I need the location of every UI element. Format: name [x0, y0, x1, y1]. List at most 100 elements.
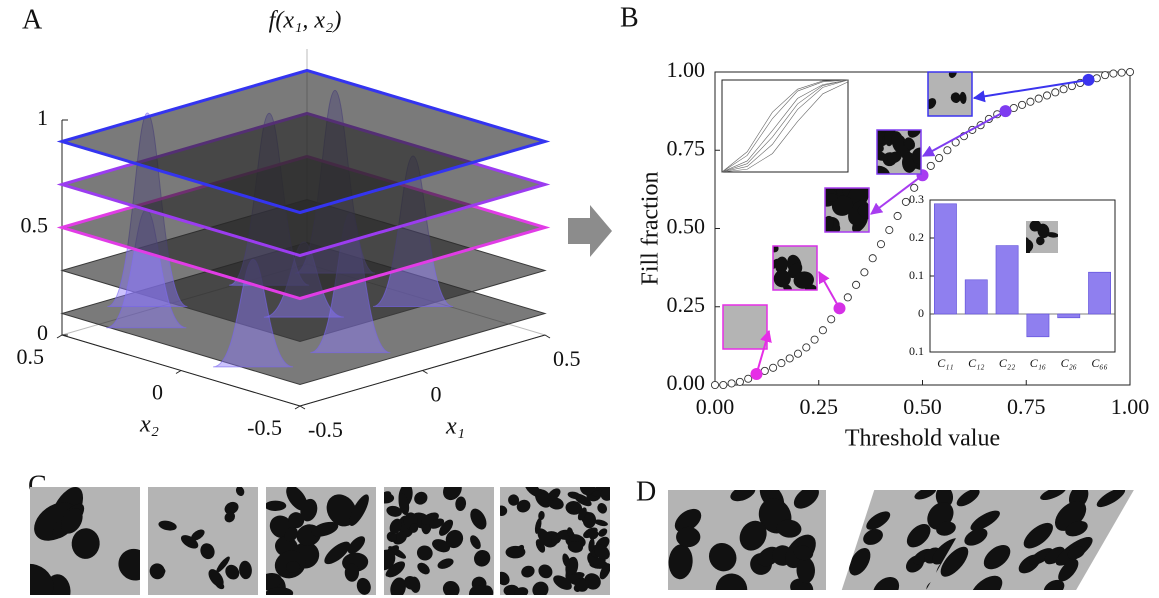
- data-point: [1034, 94, 1043, 103]
- blob: [793, 545, 814, 561]
- panel-label: B: [620, 2, 639, 33]
- data-point: [719, 380, 728, 390]
- blob: [887, 151, 902, 164]
- pattern-blobs: [30, 487, 140, 595]
- data-point: [885, 226, 894, 235]
- blob: [775, 256, 788, 274]
- pattern-border: [876, 129, 922, 175]
- pattern-blobs: [825, 188, 869, 232]
- blob: [1058, 559, 1079, 582]
- inset-line: [721, 79, 849, 173]
- pattern-border: [722, 304, 768, 350]
- blob: [508, 494, 520, 506]
- blob: [547, 488, 561, 502]
- blob: [574, 578, 589, 592]
- highlight-point: [750, 368, 763, 381]
- blob: [857, 204, 869, 220]
- data-point: [901, 197, 910, 206]
- blob: [849, 547, 871, 576]
- microstructure: [266, 487, 376, 595]
- blob: [191, 529, 205, 541]
- flow-arrow: [568, 205, 612, 257]
- blob: [118, 548, 140, 581]
- microstructure: [824, 187, 870, 233]
- inset-line: [721, 79, 849, 173]
- pattern-blobs: [266, 487, 371, 595]
- x-tick-label: 1.00: [1111, 394, 1150, 419]
- blob: [1043, 579, 1065, 590]
- data-point: [1125, 67, 1135, 77]
- data-point: [827, 315, 836, 324]
- data-point: [943, 146, 952, 155]
- blob: [470, 508, 487, 530]
- blob: [826, 193, 838, 202]
- blob: [956, 490, 980, 507]
- x-tick-label: -0.5: [308, 417, 343, 442]
- data-point: [876, 240, 886, 249]
- bar: [934, 203, 957, 315]
- x-tick-label: C₂₂: [999, 356, 1015, 370]
- blob: [505, 545, 526, 559]
- z-tick-label: 1: [37, 105, 48, 130]
- blob: [562, 553, 571, 568]
- blob: [1046, 232, 1058, 238]
- blob: [386, 505, 402, 517]
- y-tick: [175, 370, 182, 374]
- microstructure: [500, 487, 610, 595]
- blob: [300, 498, 318, 522]
- blob: [239, 560, 252, 580]
- blob: [409, 576, 421, 593]
- blob: [891, 131, 904, 153]
- blob: [71, 528, 100, 559]
- blob: [445, 529, 464, 549]
- blob: [284, 527, 298, 542]
- panel-label: D: [636, 476, 656, 507]
- pattern-background: [148, 487, 258, 595]
- blob: [324, 541, 351, 565]
- threshold-plane: [56, 68, 551, 215]
- x-tick-label: C₁₁: [937, 356, 953, 370]
- pattern-blobs: [149, 487, 252, 590]
- blob: [796, 557, 815, 584]
- x-tick: [544, 334, 551, 339]
- data-point: [860, 268, 869, 277]
- y-tick: [56, 334, 63, 339]
- blob: [773, 269, 791, 288]
- data-point: [818, 326, 827, 335]
- blob: [1026, 237, 1031, 253]
- blob: [914, 490, 937, 500]
- data-point: [735, 377, 744, 386]
- microstructure: [927, 71, 973, 117]
- blob: [1036, 236, 1045, 246]
- blob: [964, 528, 988, 546]
- blob: [500, 571, 510, 586]
- inset-frame: [721, 79, 849, 173]
- x-axis-label: Threshold value: [845, 426, 1000, 452]
- pattern-blobs: [384, 487, 494, 595]
- blob: [668, 544, 693, 580]
- microstructure: [1026, 221, 1058, 253]
- callout-arrow: [818, 270, 841, 309]
- blob: [386, 531, 397, 543]
- blob: [416, 545, 433, 561]
- data-point: [843, 293, 852, 302]
- blob: [793, 271, 814, 289]
- blob: [594, 544, 610, 560]
- inset-line: [721, 79, 849, 173]
- chart-title: f(x₁, x₂): [269, 8, 342, 34]
- blob: [266, 500, 287, 511]
- highlight-point: [999, 105, 1012, 118]
- data-point: [935, 154, 944, 163]
- microstructure: [384, 487, 494, 595]
- microstructure: [722, 304, 768, 350]
- blob: [1096, 490, 1126, 508]
- blob: [235, 487, 245, 497]
- y-tick-label: 0.1: [909, 268, 924, 282]
- blob: [514, 587, 529, 595]
- z-tick-label: 0.5: [21, 213, 49, 238]
- y-tick-label: 0.2: [909, 230, 924, 244]
- data-point: [710, 380, 720, 390]
- blob: [439, 519, 454, 536]
- data-point: [769, 363, 778, 372]
- blob: [1040, 490, 1066, 501]
